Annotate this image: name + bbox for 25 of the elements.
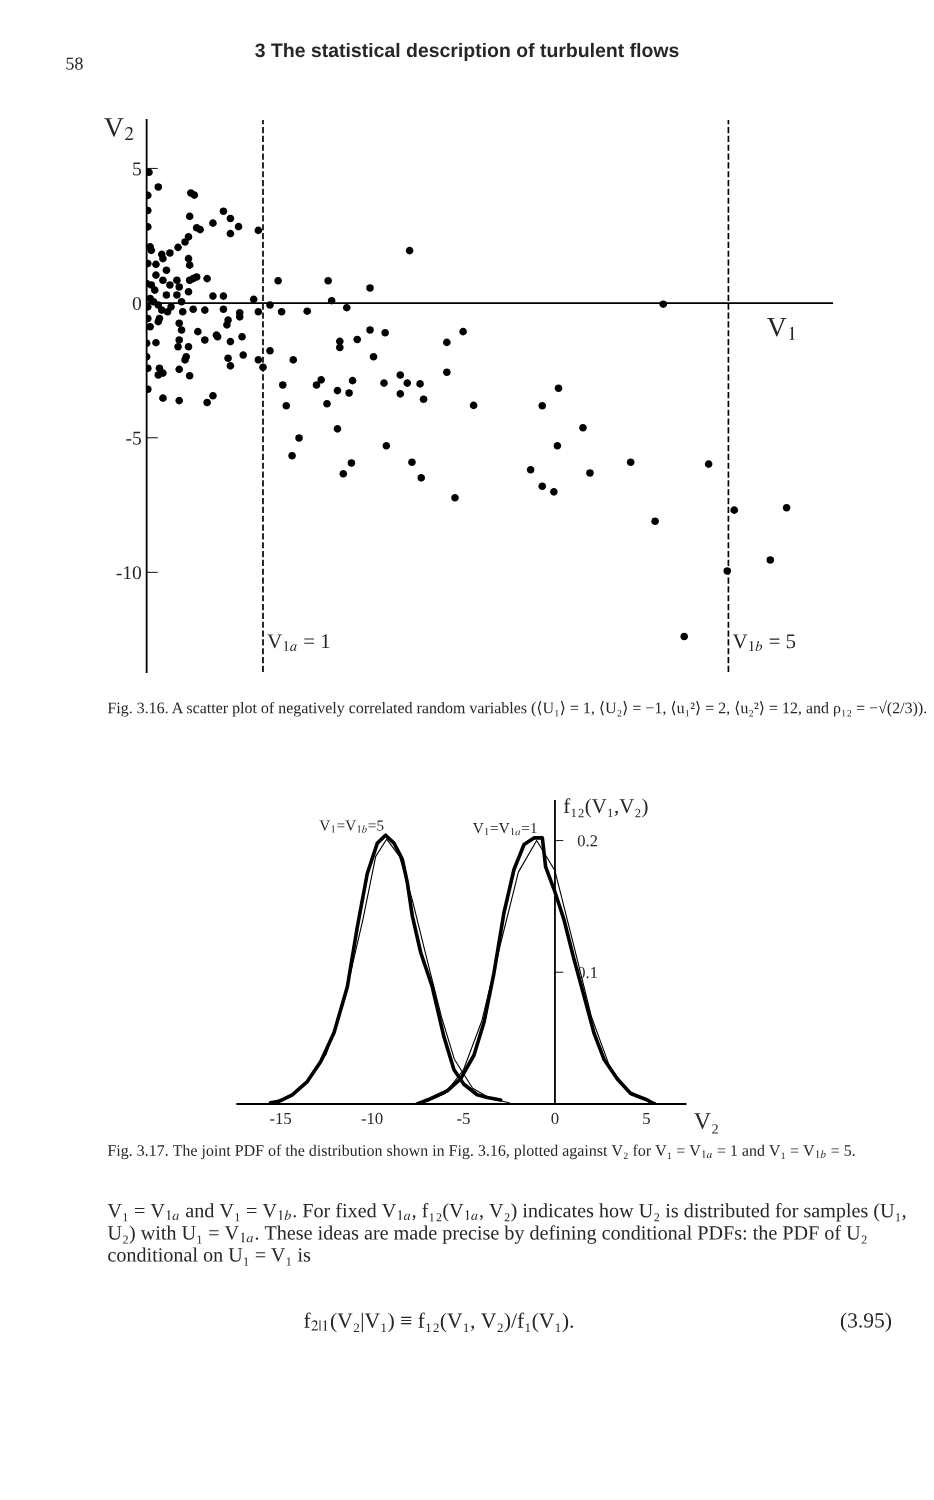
- text: (3.95): [840, 1312, 892, 1333]
- y-tick-label: 0.2: [577, 835, 598, 847]
- y-tick-label: 0: [132, 296, 142, 311]
- x-tick-label: -15: [270, 1112, 292, 1125]
- x-tick-label: -5: [457, 1112, 470, 1125]
- text: 58: [66, 57, 83, 70]
- caption: Fig. 3.17. The joint PDF of the distribution shown in Fig. 3.16, plotted against V₂ for V₁ = V$_{1a}$ = 1 and V₁ = V$_{1b}$ = 5.: [107, 1144, 855, 1160]
- x-axis-title: V$_{1}$: [767, 317, 795, 340]
- annotation: V$_{1}$=V$_{1b}$=5: [319, 820, 384, 833]
- x-tick-label: -10: [361, 1112, 383, 1125]
- text: V₁ = V$_{1a}$ and V₁ = V$_{1b}$. For fixed V$_{1a}$, f₁₂(V$_{1a}$, V₂) indicates how U₂ is distributed for samples (U₁, U₂) with U₁ = V$_{1a}$. These ideas are made precise by defining conditional PDFs: the PDF of U₂ conditional on U₁ = V₁ is: [107, 1203, 906, 1266]
- x-tick-label: 0: [551, 1112, 559, 1125]
- ref-line-label: V$_{1b}$ = 5: [732, 634, 796, 652]
- y-axis-title: f₁₂(V₁,V₂): [563, 798, 648, 818]
- text: f$_{2|1}$(V₂|V₁) ≡ f₁₂(V₁, V₂)/f₁(V₁).: [304, 1312, 574, 1333]
- ref-line-label: V$_{1a}$ = 1: [267, 634, 330, 651]
- chart-title: 3 The statistical description of turbulent flows: [255, 42, 679, 62]
- annotation: V$_{1}$=V$_{1a}$=1: [472, 823, 537, 836]
- caption: Fig. 3.16. A scatter plot of negatively correlated random variables (⟨U₁⟩ = 1, ⟨U₂⟩ = −1, ⟨u₁²⟩ = 2, ⟨u₂²⟩ = 12, and ρ₁₂ = −√(2/3)).: [107, 700, 927, 717]
- y-tick-label: -5: [126, 431, 142, 445]
- y-tick-label: 5: [133, 162, 142, 176]
- y-axis-title: V$_{2}$: [104, 118, 134, 141]
- x-tick-label: 5: [643, 1112, 650, 1125]
- y-tick-label: -10: [116, 566, 142, 580]
- x-axis-title: V₂: [694, 1113, 718, 1134]
